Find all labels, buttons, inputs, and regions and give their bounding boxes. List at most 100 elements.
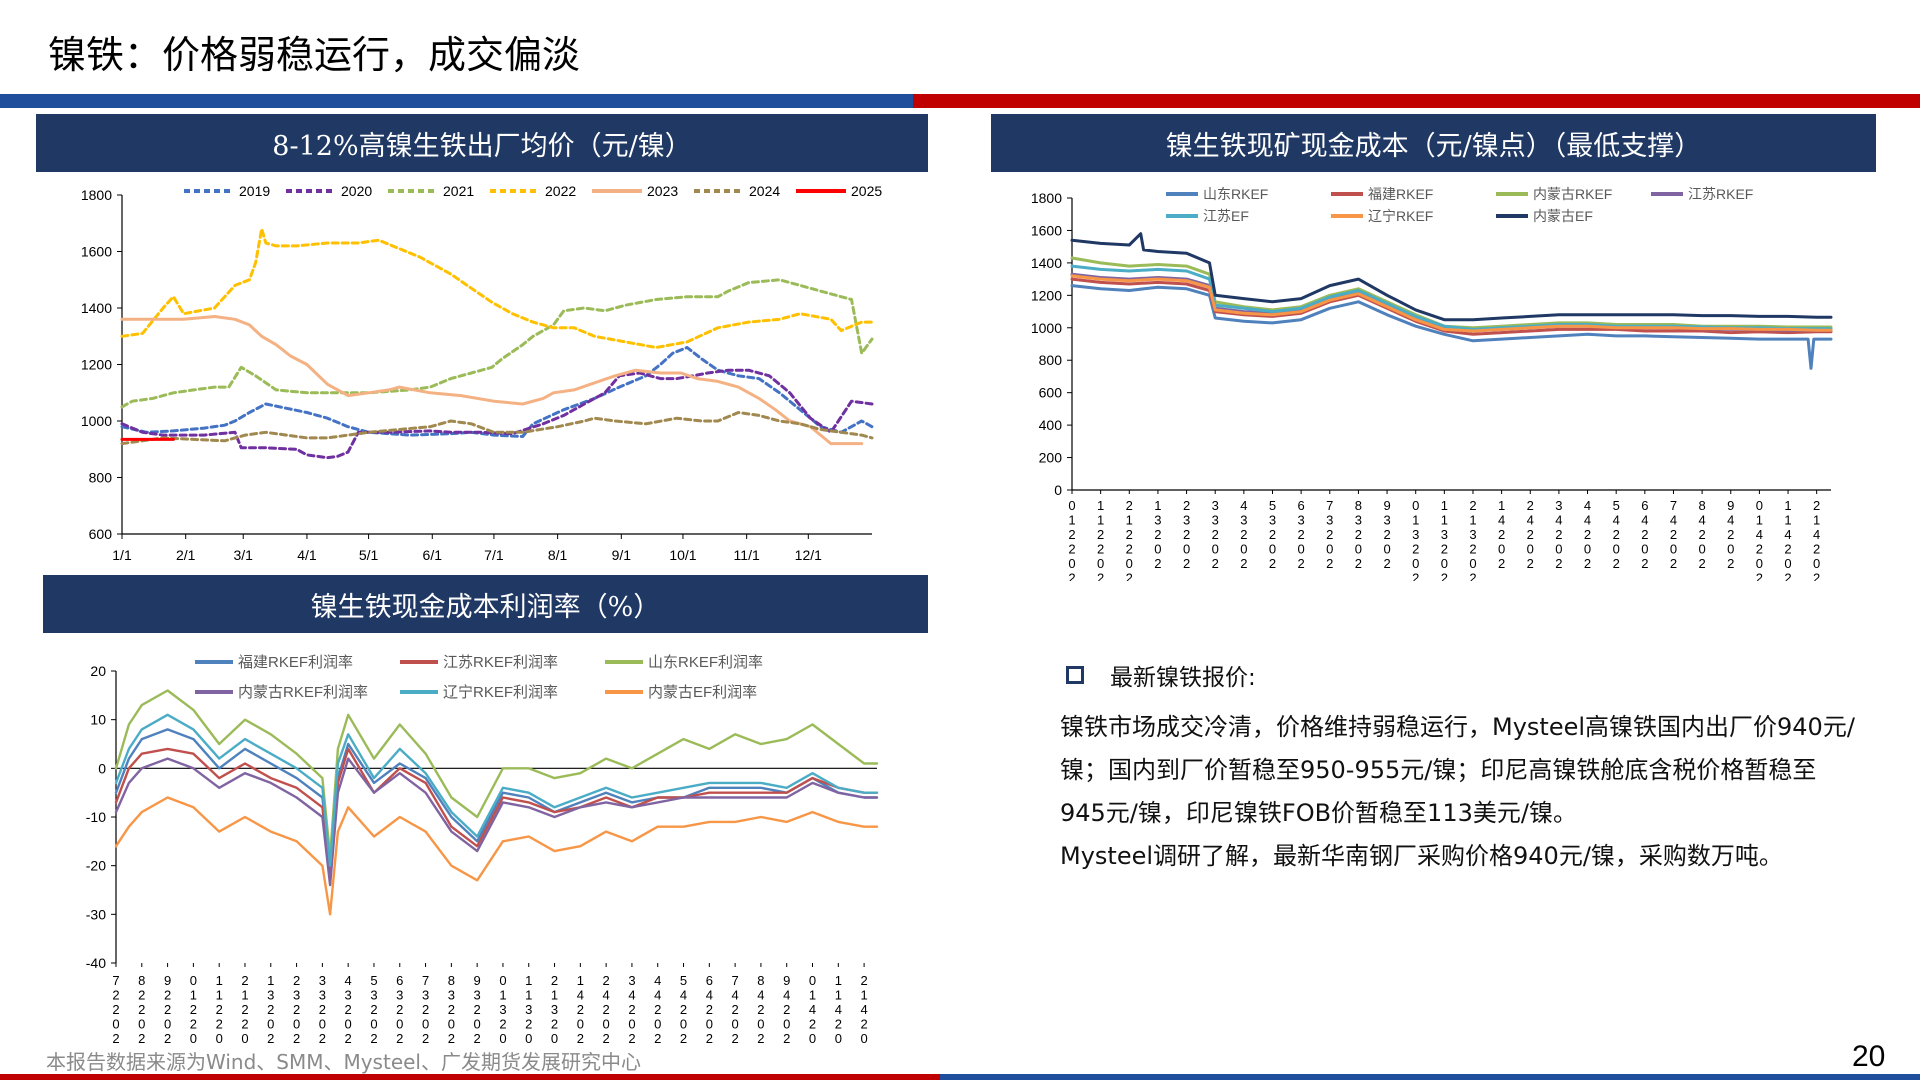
- y-tick-label: 1200: [81, 357, 112, 373]
- y-tick-label: 1200: [1031, 287, 1062, 303]
- legend-item: 内蒙古RKEF: [1496, 186, 1612, 202]
- series-line-2024: [120, 411, 874, 446]
- series-line-山东RKEF利润率: [114, 689, 879, 858]
- page-number: 20: [1852, 1040, 1886, 1073]
- legend-item: 福建RKEF: [1331, 186, 1433, 202]
- y-tick-label: 1600: [1031, 222, 1062, 238]
- latest-quote-note: 最新镍铁报价: 镍铁市场成交冷清，价格维持弱稳运行，Mysteel高镍铁国内出厂…: [1060, 658, 1860, 878]
- note-heading: 最新镍铁报价:: [1110, 665, 1256, 691]
- legend-item: 内蒙古EF: [1496, 208, 1593, 224]
- series-line-2022: [120, 227, 874, 349]
- y-tick-label: 1600: [81, 244, 112, 260]
- y-tick-label: 10: [90, 712, 106, 728]
- legend-item: 2024: [694, 183, 780, 199]
- legend-label: 山东RKEF利润率: [648, 654, 763, 671]
- legend-label: 福建RKEF: [1368, 186, 1433, 202]
- note-paragraph: Mysteel调研了解，最新华南钢厂采购价格940元/镍，采购数万吨。: [1060, 842, 1783, 870]
- note-heading-row: 最新镍铁报价:: [1060, 658, 1860, 692]
- series-line-内蒙古EF利润率: [114, 796, 879, 916]
- legend-label: 福建RKEF利润率: [238, 654, 353, 671]
- x-tick-label: 9/1: [612, 547, 632, 563]
- y-tick-label: 0: [98, 760, 106, 776]
- x-tick-label: 12/1: [795, 547, 822, 563]
- legend-item: 2025: [796, 183, 882, 199]
- legend-item: 2022: [490, 183, 576, 199]
- cost-chart-header: 镍生铁现矿现金成本（元/镍点）（最低支撑）: [991, 114, 1876, 172]
- note-paragraph: 镍铁市场成交冷清，价格维持弱稳运行，Mysteel高镍铁国内出厂价940元/镍；…: [1060, 713, 1855, 827]
- y-tick-label: 600: [1039, 385, 1063, 401]
- y-tick-label: -30: [86, 906, 106, 922]
- legend-label: 内蒙古EF利润率: [648, 684, 757, 701]
- legend-label: 内蒙古EF: [1533, 208, 1593, 224]
- y-tick-label: 200: [1039, 450, 1063, 466]
- series-line-江苏RKEF利润率: [114, 747, 879, 877]
- legend-item: 内蒙古RKEF利润率: [195, 684, 368, 701]
- x-tick-label: 2/1: [176, 547, 196, 563]
- profit-chart-header: 镍生铁现金成本利润率（%）: [43, 575, 928, 633]
- y-tick-label: 0: [1054, 482, 1062, 498]
- legend-label: 2023: [647, 183, 678, 199]
- series-line-内蒙古EF: [1070, 232, 1833, 322]
- y-tick-label: 1000: [1031, 320, 1062, 336]
- series-line-2023: [120, 315, 864, 446]
- legend-item: 山东RKEF利润率: [605, 654, 763, 671]
- legend-label: 内蒙古RKEF利润率: [238, 684, 368, 701]
- series-line-福建RKEF利润率: [114, 728, 879, 867]
- series-line-辽宁RKEF: [1070, 274, 1833, 333]
- x-tick-label: 1/1: [112, 547, 132, 563]
- y-tick-label: 1800: [81, 187, 112, 203]
- y-tick-label: 20: [90, 663, 106, 679]
- legend-label: 2019: [239, 183, 270, 199]
- x-tick-label: 7/1: [484, 547, 504, 563]
- y-tick-label: 400: [1039, 417, 1063, 433]
- legend-label: 江苏RKEF利润率: [443, 654, 558, 671]
- y-tick-label: 1400: [1031, 255, 1062, 271]
- series-line-福建RKEF: [1070, 277, 1833, 336]
- series-line-辽宁RKEF利润率: [114, 713, 879, 867]
- legend-label: 2021: [443, 183, 474, 199]
- series-line-2020: [120, 368, 874, 460]
- x-tick-label: 3/1: [233, 547, 253, 563]
- y-tick-label: -20: [86, 858, 106, 874]
- x-tick-label: 5/1: [359, 547, 379, 563]
- price-chart-header: 8-12%高镍生铁出厂均价（元/镍）: [36, 114, 928, 172]
- x-tick-label: 8/1: [548, 547, 568, 563]
- y-tick-label: 800: [89, 470, 113, 486]
- cost-chart: 0 200 400 600 800 1000 1200 1400 1600 1800 0 1 2 2 0 2 1…: [1031, 186, 1833, 581]
- y-tick-label: -10: [86, 809, 106, 825]
- legend-label: 2025: [851, 183, 882, 199]
